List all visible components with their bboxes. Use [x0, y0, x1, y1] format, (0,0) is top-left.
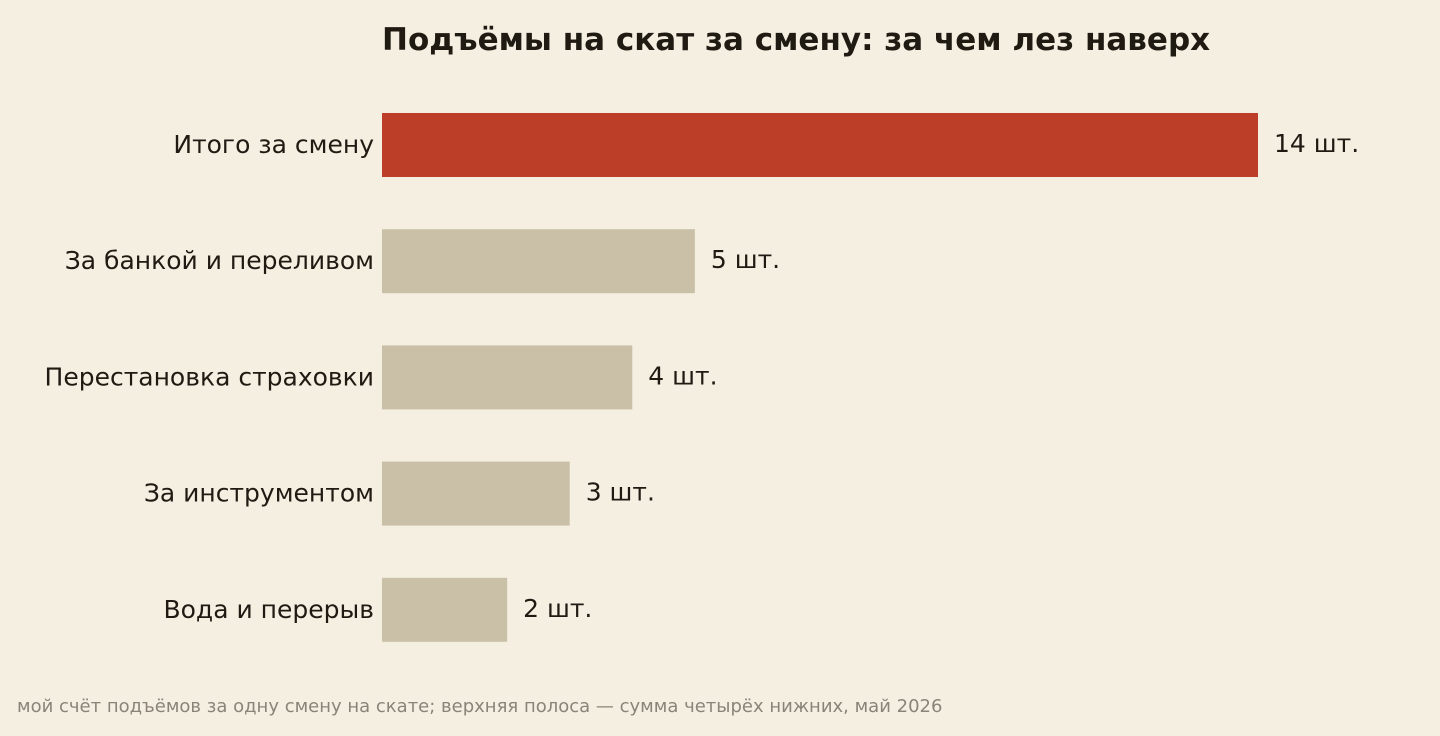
value-label: 14 шт. — [1274, 129, 1359, 158]
chart-footnote: мой счёт подъёмов за одну смену на скате… — [17, 696, 943, 717]
bar — [382, 461, 570, 526]
category-label: Итого за смену — [173, 130, 374, 159]
bar — [382, 345, 633, 410]
value-label: 3 шт. — [586, 478, 655, 507]
value-label: 2 шт. — [523, 594, 592, 623]
value-label: 4 шт. — [648, 361, 717, 390]
category-label: Перестановка страховки — [45, 362, 374, 391]
bar-total — [382, 113, 1258, 177]
category-label: За инструментом — [144, 479, 374, 508]
bar — [382, 229, 695, 294]
value-label: 5 шт. — [711, 245, 780, 274]
chart-title: Подъёмы на скат за смену: за чем лез нав… — [382, 22, 1211, 58]
bar — [382, 577, 508, 642]
category-label: За банкой и переливом — [65, 246, 374, 275]
category-label: Вода и перерыв — [163, 595, 374, 624]
